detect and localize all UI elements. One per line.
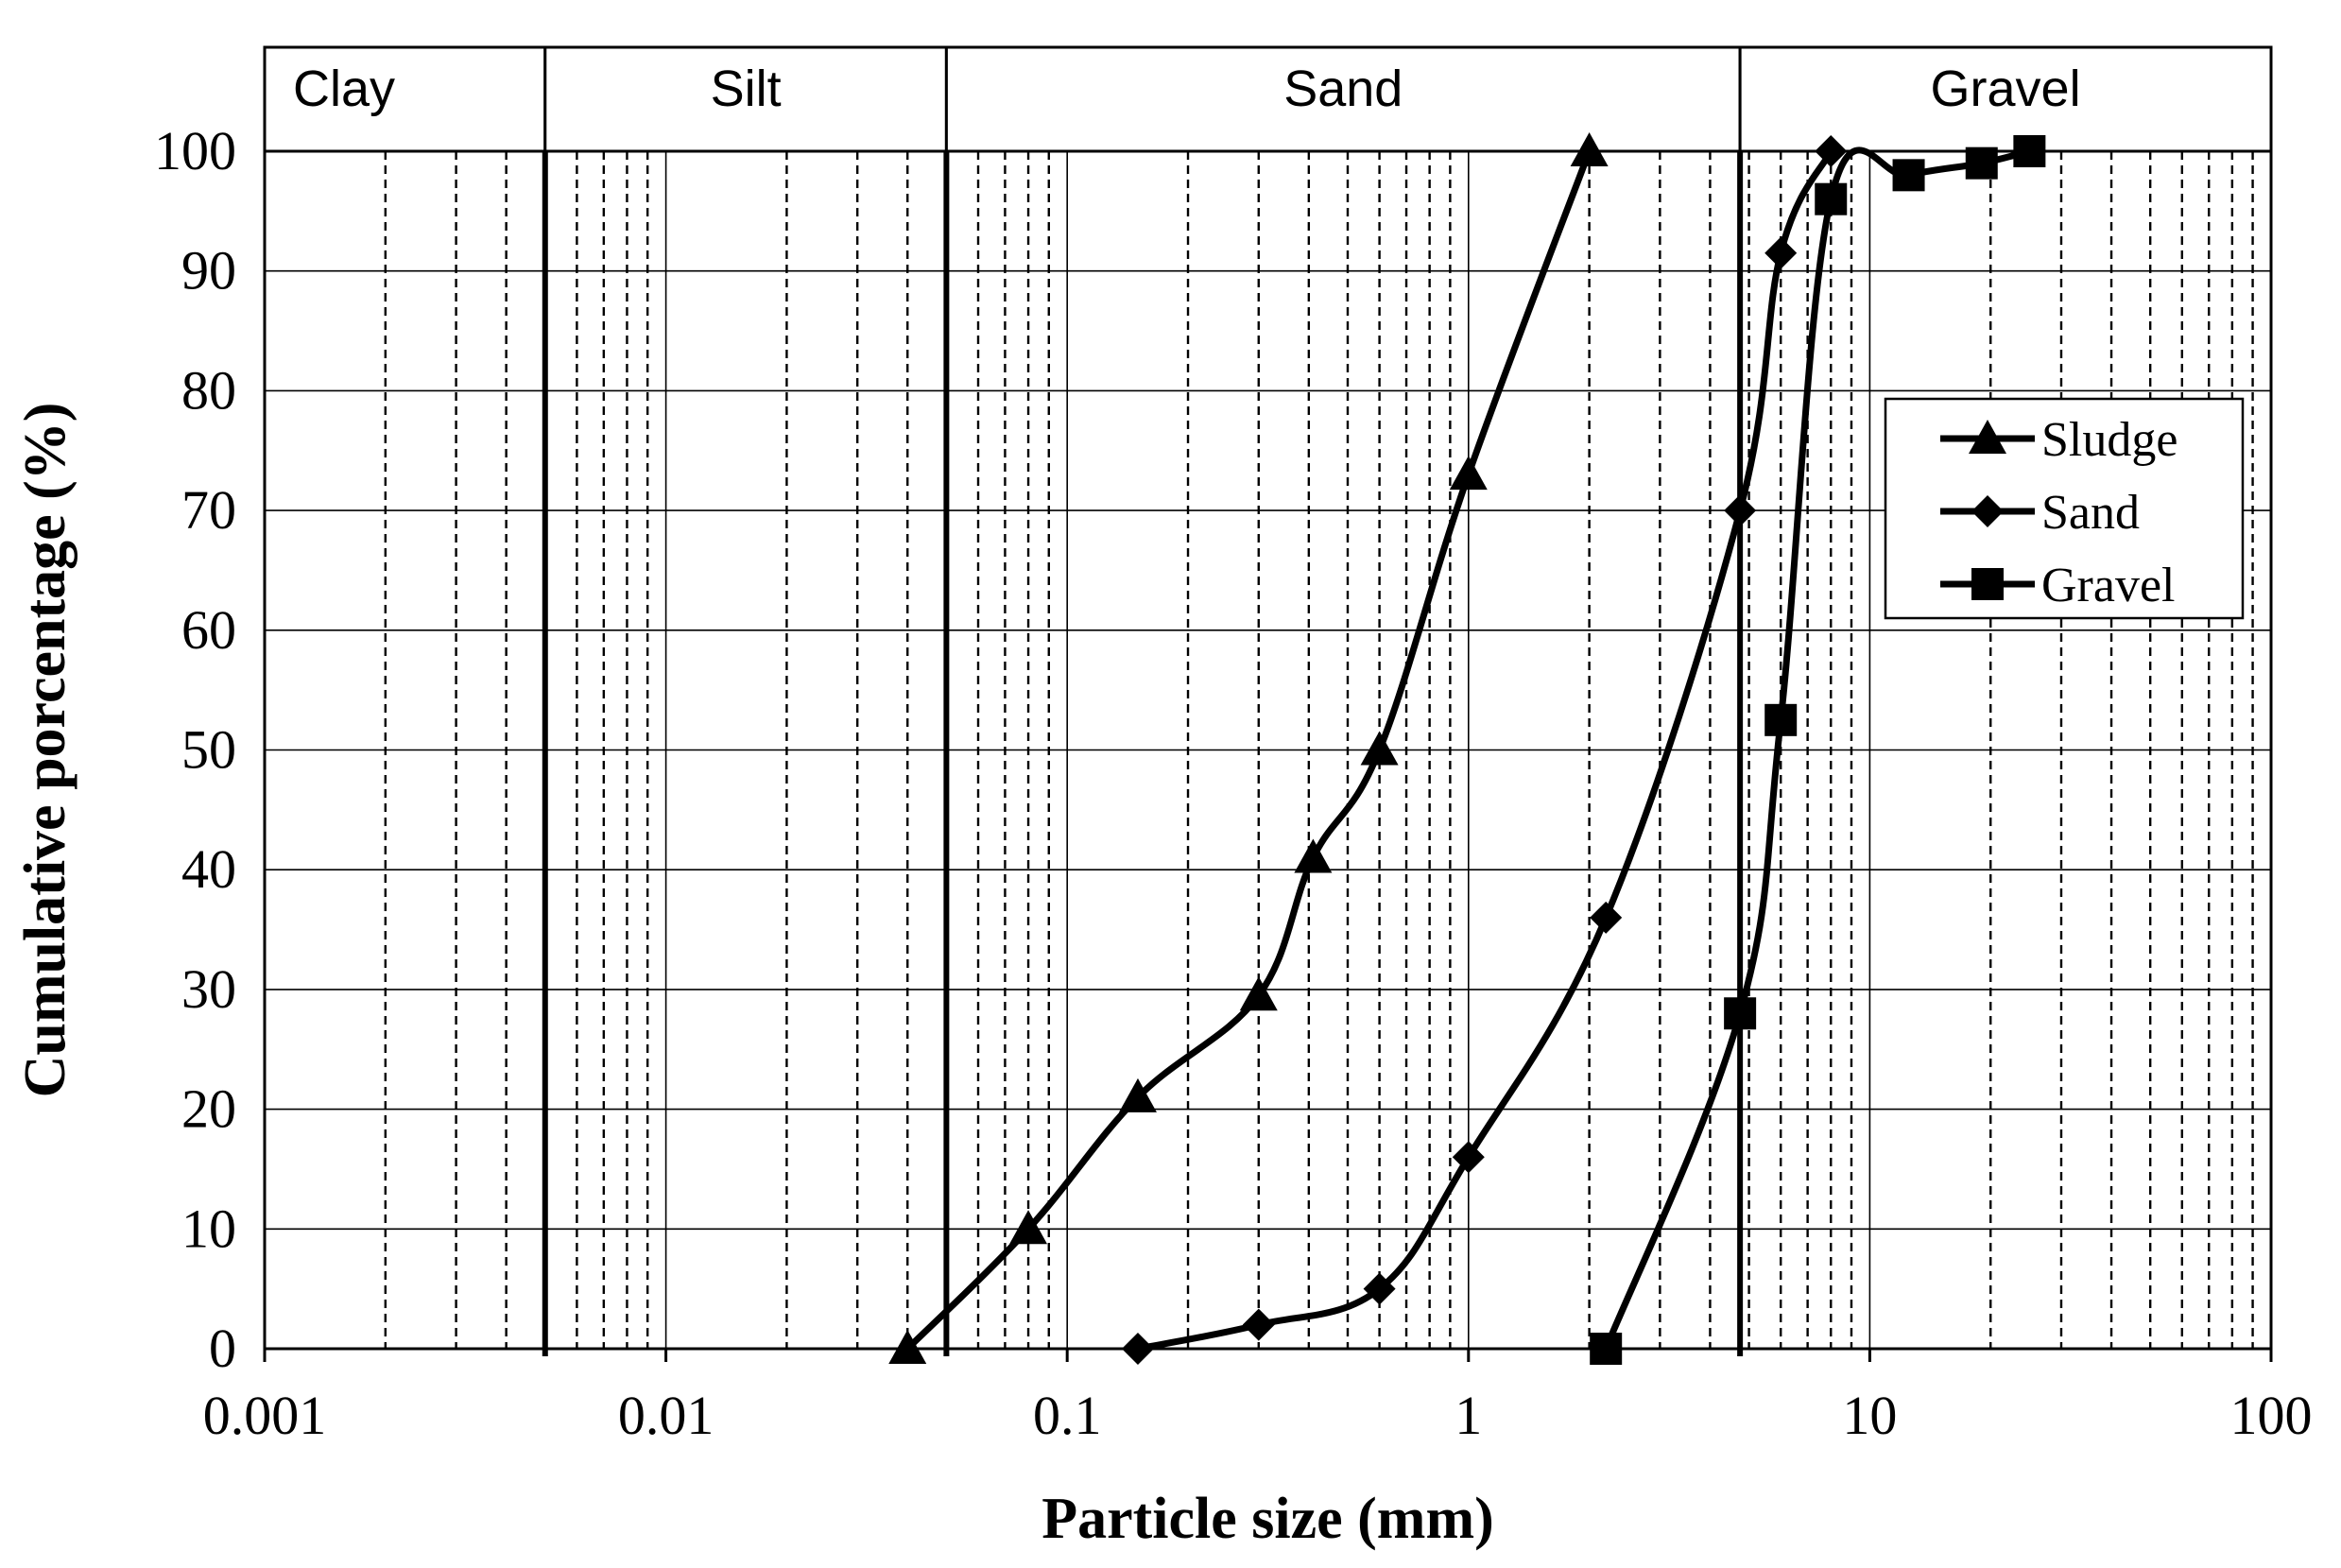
y-tick-label: 60 [181, 599, 236, 661]
data-point [1892, 159, 1925, 192]
y-axis-title: Cumulative porcentage (%) [13, 403, 77, 1098]
data-point [1452, 1141, 1485, 1174]
y-tick-label: 10 [181, 1198, 236, 1259]
zone-label: Silt [711, 60, 782, 117]
y-tick-label: 70 [181, 479, 236, 541]
series-sand [1121, 135, 1848, 1365]
data-point [1724, 494, 1757, 527]
data-point [1764, 703, 1798, 736]
y-tick-label: 30 [181, 958, 236, 1020]
legend-label: Sludge [2041, 413, 2177, 467]
x-axis-title: Particle size (mm) [1041, 1487, 1494, 1551]
series-line [904, 147, 1593, 1353]
data-point [1764, 236, 1798, 269]
y-tick-label: 20 [181, 1078, 236, 1140]
series-gravel [1590, 135, 2046, 1365]
zone-box [944, 45, 1742, 153]
data-point [1590, 901, 1623, 934]
zone-label: Clay [293, 60, 395, 117]
tick-labels: 0 10 20 30 40 50 60 70 80 90 100 0.001 0.01 0.1 1 10 100 [154, 120, 2313, 1446]
soil-zone-header: Clay Silt Sand Gravel [263, 45, 2273, 153]
y-tick-label: 90 [181, 240, 236, 302]
x-tick-label: 0.001 [203, 1385, 327, 1446]
legend-label: Sand [2041, 486, 2140, 540]
y-tick-label: 100 [154, 120, 236, 181]
zone-label: Gravel [1931, 60, 2081, 117]
series-line [1134, 147, 1834, 1353]
grid [265, 151, 2271, 1349]
series-line [1602, 146, 2033, 1353]
legend-marker [1969, 420, 2006, 454]
series [888, 132, 2046, 1365]
legend-label: Gravel [2041, 559, 2175, 612]
data-point [1570, 132, 1609, 166]
data-point [1009, 1210, 1048, 1245]
zone-box [263, 45, 547, 153]
legend-marker [1971, 568, 2004, 600]
zone-box [1738, 45, 2273, 153]
legend-item-gravel: Gravel [1940, 559, 2175, 612]
data-point [888, 1330, 927, 1364]
series-sludge [888, 132, 1609, 1364]
zone-label: Sand [1283, 60, 1403, 117]
y-tick-label: 40 [181, 838, 236, 900]
legend-item-sand: Sand [1940, 486, 2140, 540]
zone-boundaries [542, 151, 1744, 1356]
data-point [1815, 182, 1848, 215]
legend: Sludge Sand Gravel [1884, 397, 2245, 620]
x-tick-label: 10 [1842, 1385, 1897, 1446]
data-point [1363, 1272, 1396, 1305]
data-point [1724, 997, 1757, 1030]
legend-item-sludge: Sludge [1940, 413, 2177, 467]
y-tick-label: 50 [181, 719, 236, 781]
x-tick-label: 1 [1455, 1385, 1482, 1446]
legend-marker [1971, 495, 2004, 527]
x-tick-label: 100 [2230, 1385, 2313, 1446]
data-point [1449, 456, 1488, 491]
y-tick-label: 80 [181, 359, 236, 421]
y-tick-label: 0 [209, 1318, 236, 1379]
data-point [1294, 838, 1333, 873]
data-point [1239, 976, 1278, 1011]
zone-box [543, 45, 948, 153]
data-point [1118, 1077, 1157, 1112]
data-point [1242, 1308, 1275, 1341]
x-tick-label: 0.01 [618, 1385, 714, 1446]
data-point [1360, 731, 1399, 766]
x-tick-label: 0.1 [1033, 1385, 1102, 1446]
plot-frame [263, 149, 2273, 1351]
